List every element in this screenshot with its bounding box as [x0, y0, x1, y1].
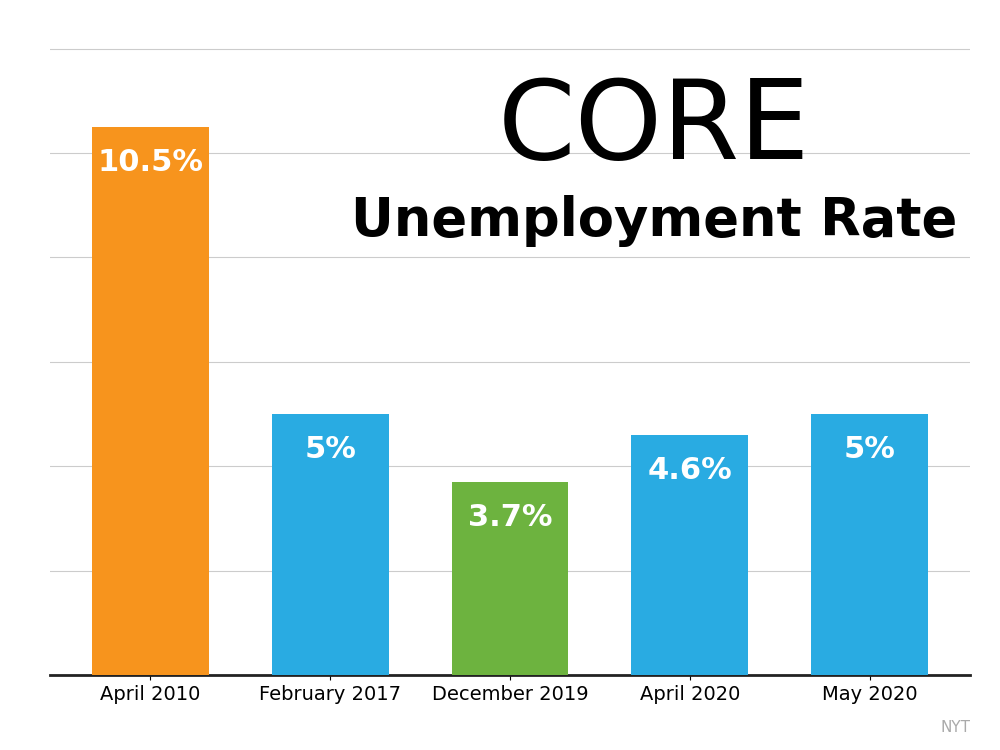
Text: CORE: CORE: [498, 75, 810, 182]
Text: 5%: 5%: [844, 435, 896, 464]
Bar: [92, 127, 209, 675]
Bar: [811, 414, 928, 675]
Bar: [272, 414, 389, 675]
Text: 10.5%: 10.5%: [97, 148, 203, 177]
Text: 5%: 5%: [304, 435, 356, 464]
Bar: [452, 482, 568, 675]
Text: 3.7%: 3.7%: [468, 503, 552, 532]
Text: NYT: NYT: [940, 720, 970, 735]
Text: Unemployment Rate: Unemployment Rate: [351, 195, 957, 247]
Text: 4.6%: 4.6%: [647, 456, 732, 484]
Bar: [631, 435, 748, 675]
